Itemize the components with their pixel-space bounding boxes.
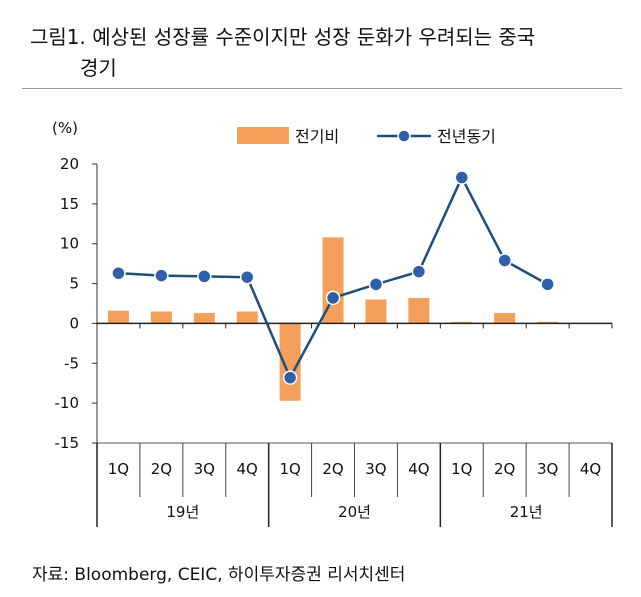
x-tick-label: 3Q [537,460,558,478]
bar-series [107,237,559,401]
title-divider [22,88,622,89]
x-tick-label: 3Q [194,460,215,478]
x-tick-label: 1Q [108,460,129,478]
x-axis: 1Q 2Q 3Q 4Q 1Q 2Q 3Q 4Q 1Q 2Q 3Q 4Q 19년 20년 21년 [96,442,613,527]
legend-line-label: 전년동기 [437,127,496,146]
y-tick-label: 15 [60,195,79,213]
y-tick-label: -10 [55,394,80,412]
title-line-1: 그림1. 예상된 성장률 수준이지만 성장 둔화가 우려되는 중국 [30,25,536,49]
bar-3 [193,313,215,324]
y-axis: 20 15 10 5 0 -5 -10 -15 [55,155,98,452]
bar-2 [150,311,172,324]
x-tick-label: 2Q [322,460,343,478]
y-unit-label: (%) [52,119,78,137]
chart-title: 그림1. 예상된 성장률 수준이지만 성장 둔화가 우려되는 중국 경기 [30,22,630,84]
x-tick-label: 2Q [494,460,515,478]
source-note: 자료: Bloomberg, CEIC, 하이투자증권 리서치센터 [32,565,406,585]
y-tick-label: 20 [60,155,79,173]
x-tick-label: 4Q [408,460,429,478]
bar-7 [365,299,387,324]
yoy-point-8 [411,264,427,279]
yoy-point-7 [368,277,384,292]
yoy-point-9 [454,170,470,185]
bar-4 [236,311,258,324]
yoy-point-4 [239,269,255,285]
yoy-point-11 [540,277,555,292]
y-tick-label: -5 [64,354,79,372]
legend-line-marker [397,129,411,143]
bar-10 [494,313,516,324]
x-group-label: 19년 [166,503,199,521]
y-tick-label: 5 [69,275,79,293]
title-line-2: 경기 [80,56,117,80]
yoy-point-10 [497,253,512,268]
legend-bar-swatch [237,127,289,144]
x-tick-label: 4Q [580,460,601,478]
y-tick-label: 10 [60,235,79,253]
x-tick-label: 2Q [151,460,172,478]
x-tick-label: 4Q [237,460,258,478]
bar-1 [107,310,129,324]
yoy-point-5 [282,370,298,385]
x-tick-label: 1Q [279,460,300,478]
x-tick-label: 1Q [451,460,472,478]
bar-11 [537,321,559,324]
y-tick-label: 0 [69,314,79,332]
line-series [111,170,555,385]
yoy-point-2 [154,268,169,283]
bar-8 [408,297,430,324]
x-group-label: 21년 [510,503,543,521]
yoy-point-3 [197,269,212,284]
x-group-label: 20년 [338,503,371,521]
y-tick-label: -15 [55,434,80,452]
x-tick-label: 3Q [365,460,386,478]
legend-bar-label: 전기비 [295,127,339,146]
yoy-point-6 [325,290,341,306]
yoy-point-1 [111,265,126,281]
zero-axis [96,322,613,329]
bar-9 [451,321,473,324]
